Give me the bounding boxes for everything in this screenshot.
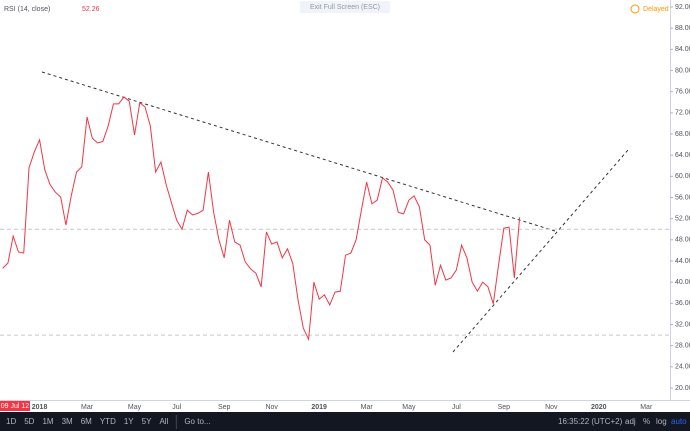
y-tick-label: 76.00 — [675, 89, 690, 96]
clock: 16:35:22 (UTC+2) — [558, 417, 623, 426]
range-button[interactable]: 6M — [81, 417, 92, 426]
range-button[interactable]: 5D — [24, 417, 34, 426]
x-tick-label: May — [402, 404, 416, 411]
axis-option[interactable]: % — [643, 417, 650, 426]
x-tick-label: Mar — [640, 404, 653, 411]
y-tick-label: 20.00 — [675, 385, 690, 392]
x-tick-label: 2019 — [311, 404, 327, 411]
y-tick-label: 28.00 — [675, 343, 690, 350]
y-tick-label: 92.00 — [675, 4, 690, 11]
y-tick-label: 68.00 — [675, 131, 690, 138]
y-tick-label: 48.00 — [675, 237, 690, 244]
range-button[interactable]: 3M — [62, 417, 73, 426]
x-tick-label: 2020 — [591, 404, 607, 411]
y-tick-label: 52.00 — [675, 216, 690, 223]
y-tick-label: 36.00 — [675, 300, 690, 307]
toolbar: 1D 5D 1M 3M 6M YTD 1Y 5Y All Go to... 16:35:22 (UT… — [0, 412, 690, 431]
y-tick-label: 64.00 — [675, 152, 690, 159]
y-tick-label: 60.00 — [675, 173, 690, 180]
x-tick-label: Nov — [545, 404, 558, 411]
y-tick-label: 80.00 — [675, 67, 690, 74]
crosshair-label-bg — [0, 401, 30, 411]
range-button[interactable]: 1Y — [124, 417, 134, 426]
x-tick-label: Jul — [452, 404, 461, 411]
x-tick-label: Sep — [218, 404, 231, 411]
trend-line — [452, 149, 629, 353]
axis-option[interactable]: log — [656, 417, 667, 426]
x-tick-label: Mar — [361, 404, 374, 411]
x-tick-label: Mar — [81, 404, 94, 411]
y-tick-label: 88.00 — [675, 25, 690, 32]
y-tick-label: 24.00 — [675, 364, 690, 371]
x-tick-label: Nov — [265, 404, 278, 411]
toolbar-bg — [0, 412, 690, 431]
indicator-title: RSI (14, close) — [4, 6, 50, 13]
range-button[interactable]: YTD — [100, 417, 116, 426]
rsi-line — [2, 96, 521, 342]
range-button[interactable]: 1D — [6, 417, 16, 426]
fullscreen-text[interactable]: Exit Full Screen (ESC) — [310, 4, 380, 11]
y-tick-label: 56.00 — [675, 194, 690, 201]
last-value: 52.26 — [82, 6, 100, 13]
x-tick-label: Sep — [498, 404, 511, 411]
y-tick-label: 32.00 — [675, 321, 690, 328]
y-tick-label: 84.00 — [675, 46, 690, 53]
x-tick-label: 2018 — [32, 404, 48, 411]
y-tick-label: 40.00 — [675, 279, 690, 286]
fullscreen-button[interactable] — [300, 1, 390, 13]
x-tick-label: Jul — [172, 404, 181, 411]
range-button[interactable]: 1M — [42, 417, 53, 426]
crosshair-label: 09 Jul 12 — [1, 403, 30, 410]
range-button[interactable]: 5Y — [142, 417, 152, 426]
y-tick-label: 44.00 — [675, 258, 690, 265]
y-tick-label: 72.00 — [675, 110, 690, 117]
axis-option[interactable]: auto — [671, 417, 687, 426]
delayed-status: Delayed — [643, 6, 669, 13]
x-tick-label: May — [128, 404, 142, 411]
goto-button[interactable]: Go to... — [184, 417, 210, 426]
axis-option[interactable]: adj — [625, 417, 636, 426]
range-button[interactable]: All — [159, 417, 168, 426]
clock-icon — [630, 4, 640, 14]
